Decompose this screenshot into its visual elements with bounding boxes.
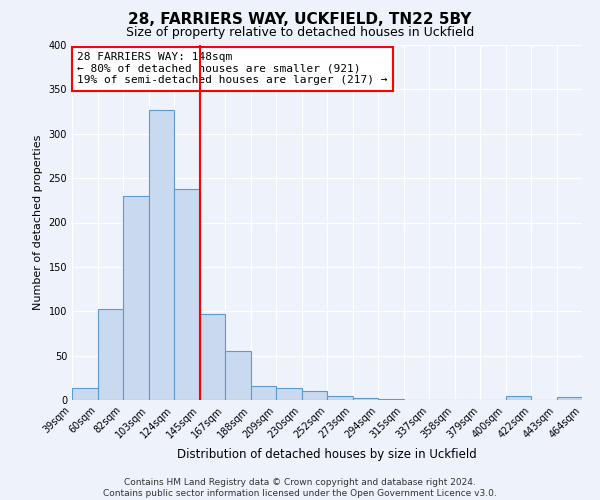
Bar — [353, 398, 378, 400]
Bar — [149, 110, 174, 400]
Bar — [557, 398, 582, 400]
Bar — [302, 391, 327, 400]
Bar — [174, 189, 199, 400]
Text: 28, FARRIERS WAY, UCKFIELD, TN22 5BY: 28, FARRIERS WAY, UCKFIELD, TN22 5BY — [128, 12, 472, 28]
Text: 28 FARRIERS WAY: 148sqm
← 80% of detached houses are smaller (921)
19% of semi-d: 28 FARRIERS WAY: 148sqm ← 80% of detache… — [77, 52, 388, 86]
Bar — [251, 386, 276, 400]
Text: Contains HM Land Registry data © Crown copyright and database right 2024.
Contai: Contains HM Land Registry data © Crown c… — [103, 478, 497, 498]
Bar — [505, 396, 531, 400]
X-axis label: Distribution of detached houses by size in Uckfield: Distribution of detached houses by size … — [177, 448, 477, 461]
Bar — [327, 396, 353, 400]
Bar — [276, 388, 302, 400]
Bar — [199, 314, 225, 400]
Bar — [72, 388, 97, 400]
Bar — [378, 399, 404, 400]
Text: Size of property relative to detached houses in Uckfield: Size of property relative to detached ho… — [126, 26, 474, 39]
Y-axis label: Number of detached properties: Number of detached properties — [33, 135, 43, 310]
Bar — [97, 310, 123, 400]
Bar — [123, 196, 149, 400]
Bar — [225, 351, 251, 400]
